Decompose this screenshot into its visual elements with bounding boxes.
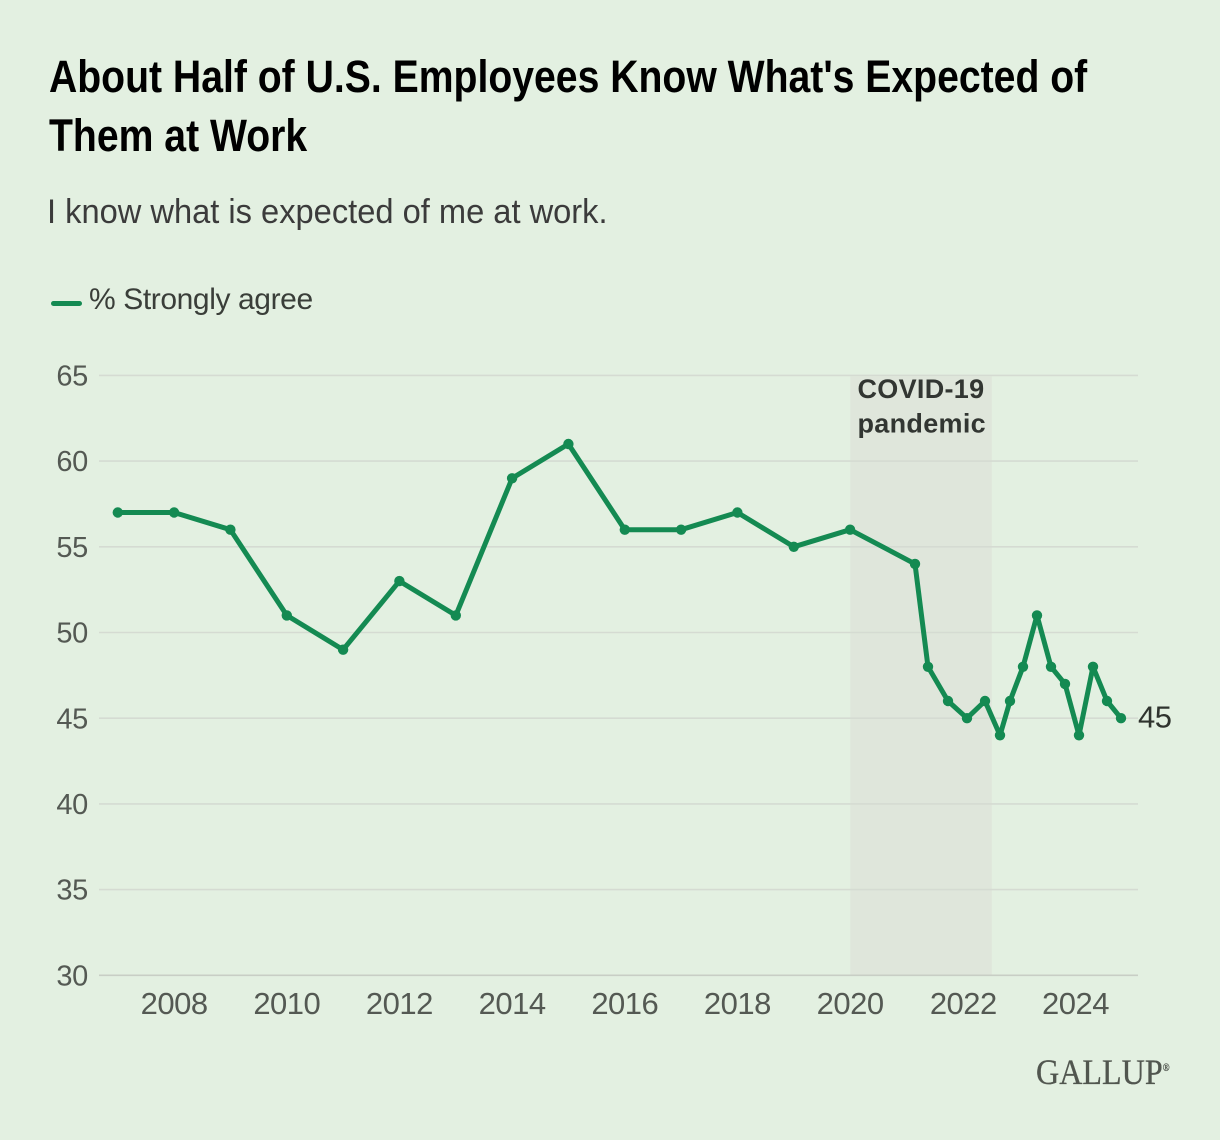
svg-text:2012: 2012: [366, 986, 433, 1021]
svg-text:2008: 2008: [141, 986, 208, 1021]
svg-text:pandemic: pandemic: [858, 409, 986, 439]
svg-text:2010: 2010: [253, 986, 320, 1021]
svg-text:2020: 2020: [817, 986, 884, 1021]
svg-text:2024: 2024: [1042, 986, 1109, 1021]
svg-text:2014: 2014: [479, 986, 546, 1021]
svg-text:65: 65: [56, 361, 88, 393]
svg-text:45: 45: [56, 703, 88, 735]
svg-text:30: 30: [56, 960, 88, 992]
svg-text:35: 35: [56, 875, 88, 907]
svg-text:45: 45: [1138, 699, 1171, 734]
svg-text:60: 60: [56, 446, 88, 478]
svg-text:2018: 2018: [704, 986, 771, 1021]
svg-text:55: 55: [56, 532, 88, 564]
svg-text:40: 40: [56, 789, 88, 821]
svg-text:2022: 2022: [930, 986, 997, 1021]
svg-text:COVID-19: COVID-19: [858, 374, 985, 404]
svg-text:2016: 2016: [591, 986, 658, 1021]
svg-text:50: 50: [56, 618, 88, 650]
